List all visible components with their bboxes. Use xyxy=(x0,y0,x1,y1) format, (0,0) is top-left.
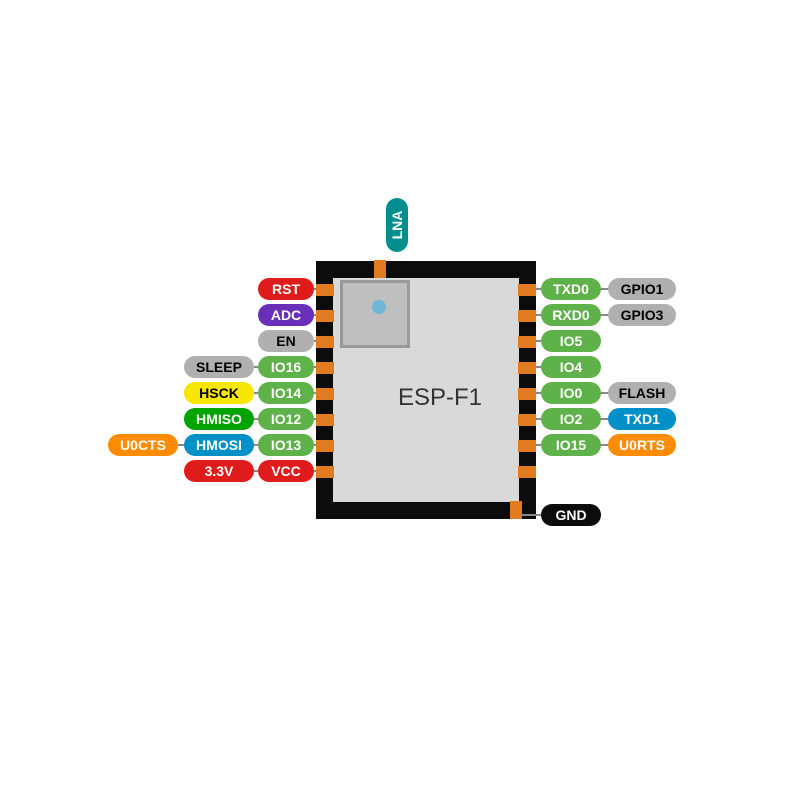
connector xyxy=(178,444,184,446)
pin-label-u0cts: U0CTS xyxy=(108,434,178,456)
pad-right-2 xyxy=(518,310,536,322)
pin-label-sleep: SLEEP xyxy=(184,356,254,378)
pad-left-3 xyxy=(316,336,334,348)
pad-left-8 xyxy=(316,466,334,478)
connector xyxy=(254,418,258,420)
pad-right-3 xyxy=(518,336,536,348)
pad-left-2 xyxy=(316,310,334,322)
pin-label-io5: IO5 xyxy=(541,330,601,352)
pin-label-gpio1: GPIO1 xyxy=(608,278,676,300)
pad-right-8 xyxy=(518,466,536,478)
connector xyxy=(314,288,316,290)
connector xyxy=(536,418,541,420)
connector xyxy=(314,392,316,394)
connector xyxy=(522,514,541,516)
chip-label: ESP-F1 xyxy=(398,384,482,412)
connector xyxy=(536,314,541,316)
pinout-diagram: ESP-F1 LNA RST ADC EN IO16SLEEPIO14HSCKIO12… xyxy=(0,0,800,800)
pin-label-adc: ADC xyxy=(258,304,314,326)
chip-antenna-area xyxy=(340,280,410,348)
connector xyxy=(601,314,608,316)
pad-right-5 xyxy=(518,388,536,400)
pin-label-gnd: GND xyxy=(541,504,601,526)
connector xyxy=(536,288,541,290)
pin-label-io16: IO16 xyxy=(258,356,314,378)
connector xyxy=(601,418,608,420)
pin-label-io4: IO4 xyxy=(541,356,601,378)
pin-label-io14: IO14 xyxy=(258,382,314,404)
pad-left-1 xyxy=(316,284,334,296)
connector xyxy=(314,340,316,342)
pad-bottom-1 xyxy=(510,501,522,519)
pad-top xyxy=(374,260,386,278)
connector xyxy=(254,392,258,394)
pin-label-flash: FLASH xyxy=(608,382,676,404)
connector xyxy=(536,392,541,394)
pin-label-u0rts: U0RTS xyxy=(608,434,676,456)
pad-right-6 xyxy=(518,414,536,426)
pad-left-6 xyxy=(316,414,334,426)
pin-label-txd0: TXD0 xyxy=(541,278,601,300)
pin-label-rst: RST xyxy=(258,278,314,300)
connector xyxy=(601,392,608,394)
pad-right-7 xyxy=(518,440,536,452)
pin-label-hmosi: HMOSI xyxy=(184,434,254,456)
connector xyxy=(314,470,316,472)
pad-left-4 xyxy=(316,362,334,374)
connector xyxy=(314,366,316,368)
pin-label-io0: IO0 xyxy=(541,382,601,404)
pin-label-io13: IO13 xyxy=(258,434,314,456)
connector xyxy=(536,366,541,368)
connector xyxy=(254,444,258,446)
pad-right-1 xyxy=(518,284,536,296)
connector xyxy=(601,444,608,446)
pin-label-io12: IO12 xyxy=(258,408,314,430)
antenna-dot xyxy=(372,300,386,314)
pad-right-4 xyxy=(518,362,536,374)
connector xyxy=(536,444,541,446)
pin-label-hsck: HSCK xyxy=(184,382,254,404)
pin-label-lna: LNA xyxy=(386,198,408,252)
connector xyxy=(254,366,258,368)
pin-label-rxd0: RXD0 xyxy=(541,304,601,326)
connector xyxy=(314,444,316,446)
pin-label-gpio3: GPIO3 xyxy=(608,304,676,326)
connector xyxy=(601,288,608,290)
pin-label-en: EN xyxy=(258,330,314,352)
pad-left-5 xyxy=(316,388,334,400)
pin-label-hmiso: HMISO xyxy=(184,408,254,430)
pin-label-vcc: VCC xyxy=(258,460,314,482)
connector xyxy=(254,470,258,472)
pin-label-33v: 3.3V xyxy=(184,460,254,482)
pin-label-io2: IO2 xyxy=(541,408,601,430)
connector xyxy=(314,314,316,316)
connector xyxy=(536,340,541,342)
pad-left-7 xyxy=(316,440,334,452)
pin-label-io15: IO15 xyxy=(541,434,601,456)
connector xyxy=(314,418,316,420)
pin-label-txd1: TXD1 xyxy=(608,408,676,430)
